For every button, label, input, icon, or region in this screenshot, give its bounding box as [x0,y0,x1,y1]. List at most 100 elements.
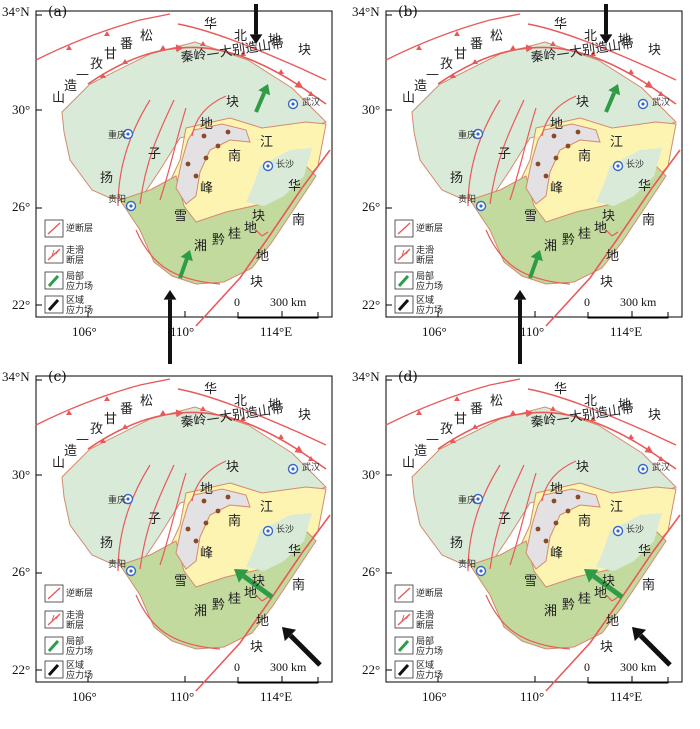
xiang-qian-gui-block-label: 湘 [194,604,208,619]
south-china-block-label: 华 [638,179,652,194]
xiang-qian-gui-block-label: 地 [594,586,608,601]
xiangqiangui-area [119,530,317,650]
south-china-block-label: 块 [250,275,264,290]
legend-strike-slip-label: 走滑 [66,611,85,621]
songpan-label: 孜 [90,422,104,437]
xiang-qian-gui-block-label: 湘 [544,239,558,254]
yangtze-block-label: 地 [200,482,214,497]
strike-slip-fault [195,514,331,692]
songpan-label: 造 [414,79,428,94]
jiangnan-label: 江 [610,500,624,515]
local-stress-arrow [584,569,624,600]
scale-distance-label: 300 km [620,660,657,674]
city-guiyang: 贵阳 [108,560,127,570]
legend-strike-slip-label: 断层 [66,621,85,631]
songpan-label: 甘 [104,47,118,62]
north-china-block-label: 地 [268,33,282,48]
city-wuhan: 武汉 [302,463,321,473]
city-guiyang: 贵阳 [108,195,127,205]
scale-bar [587,312,669,319]
songpan-label: — [426,432,439,447]
south-china-block-label: 南 [642,213,656,228]
songpan-label: 孜 [90,57,104,72]
regional-stress-arrow [599,4,613,44]
lat-label-26: 26° [12,199,31,214]
xiang-qian-gui-block-label: 黔 [562,233,576,248]
songpan-label: 山 [402,91,416,106]
legend-strike-slip-label: 断层 [416,621,435,631]
lon-label-106: 106° [72,689,97,704]
south-china-block-label: 地 [256,249,270,264]
scale-bar [237,677,319,684]
lon-label-114: 114°E [260,324,293,339]
regional-stress-arrow [282,627,322,667]
yangtze-block-label: 子 [498,147,512,162]
xuefeng-area [175,488,251,570]
lat-label-22: 22° [12,297,31,312]
city-marker [262,525,274,537]
xiang-qian-gui-block-label: 黔 [212,233,226,248]
legend-regional-stress-label: 应力场 [66,671,94,681]
lat-label-34: 34°N [352,369,380,384]
city-marker [287,463,299,475]
local-stress-arrow [528,250,543,279]
lat-label-30: 30° [362,102,381,117]
city-marker [122,493,134,505]
scale-zero-label: 0 [234,295,240,309]
xuefeng-area [525,488,601,570]
south-china-block-label: 华 [638,544,652,559]
xiang-qian-gui-block-label: 块 [252,209,266,224]
songpan-label: 山 [402,456,416,471]
north-china-block-label: 块 [648,43,662,58]
xiang-qian-gui-block-label: 块 [602,574,616,589]
city-marker [612,160,624,172]
lon-label-106: 106° [422,689,447,704]
songpan-label: — [76,432,89,447]
legend-local-stress-label: 局部 [66,272,85,282]
qinling-fault [437,409,677,470]
scale-zero-label: 0 [584,295,590,309]
lon-label-106: 106° [72,324,97,339]
songpan-label: 山 [52,456,66,471]
legend-strike-slip-label: 走滑 [66,246,85,256]
yangtze-block-label: 块 [226,460,240,475]
xiang-qian-gui-block-label: 湘 [544,604,558,619]
south-china-block-label: 地 [606,614,620,629]
xiang-qian-gui-block-label: 桂 [228,592,242,607]
songpan-label: 甘 [454,47,468,62]
lat-label-30: 30° [12,467,31,482]
yangtze-block-label: 扬 [100,536,114,551]
scale-distance-label: 300 km [620,295,657,309]
yangtze-block-label: 扬 [450,171,464,186]
xiang-qian-gui-block-label: 桂 [578,227,592,242]
songpan-label: 造 [414,444,428,459]
city-marker [125,200,137,212]
lon-label-110: 110° [170,689,195,704]
xiang-qian-gui-block-label: 地 [244,586,258,601]
city-guiyang: 贵阳 [458,560,477,570]
songpan-label: — [426,67,439,82]
city-chongqing: 重庆 [108,131,127,141]
legend-regional-stress-label: 区域 [416,661,435,671]
lon-label-110: 110° [520,689,545,704]
xiang-qian-gui-block-label: 块 [602,209,616,224]
panel-label: (c) [48,369,67,385]
yangtze-block-label: 子 [148,512,162,527]
panel-label: (a) [48,4,68,20]
city-wuhan: 武汉 [652,463,671,473]
jiangnan-label: 江 [260,135,274,150]
lat-label-34: 34°N [2,4,30,19]
south-china-block-label: 地 [256,614,270,629]
south-china-block-label: 南 [292,578,306,593]
songpan-label: 番 [120,37,134,52]
xuefeng-area [175,123,251,205]
strike-slip-fault [545,149,681,327]
north-china-block-label: 块 [298,408,312,423]
yangtze-block-label: 块 [226,95,240,110]
xiang-qian-gui-block-label: 桂 [228,227,242,242]
legend-strike-slip-label: 走滑 [416,246,435,256]
north-china-block-label: 地 [618,398,632,413]
lat-label-34: 34°N [352,4,380,19]
songpan-label: 番 [470,37,484,52]
city-marker [125,565,137,577]
